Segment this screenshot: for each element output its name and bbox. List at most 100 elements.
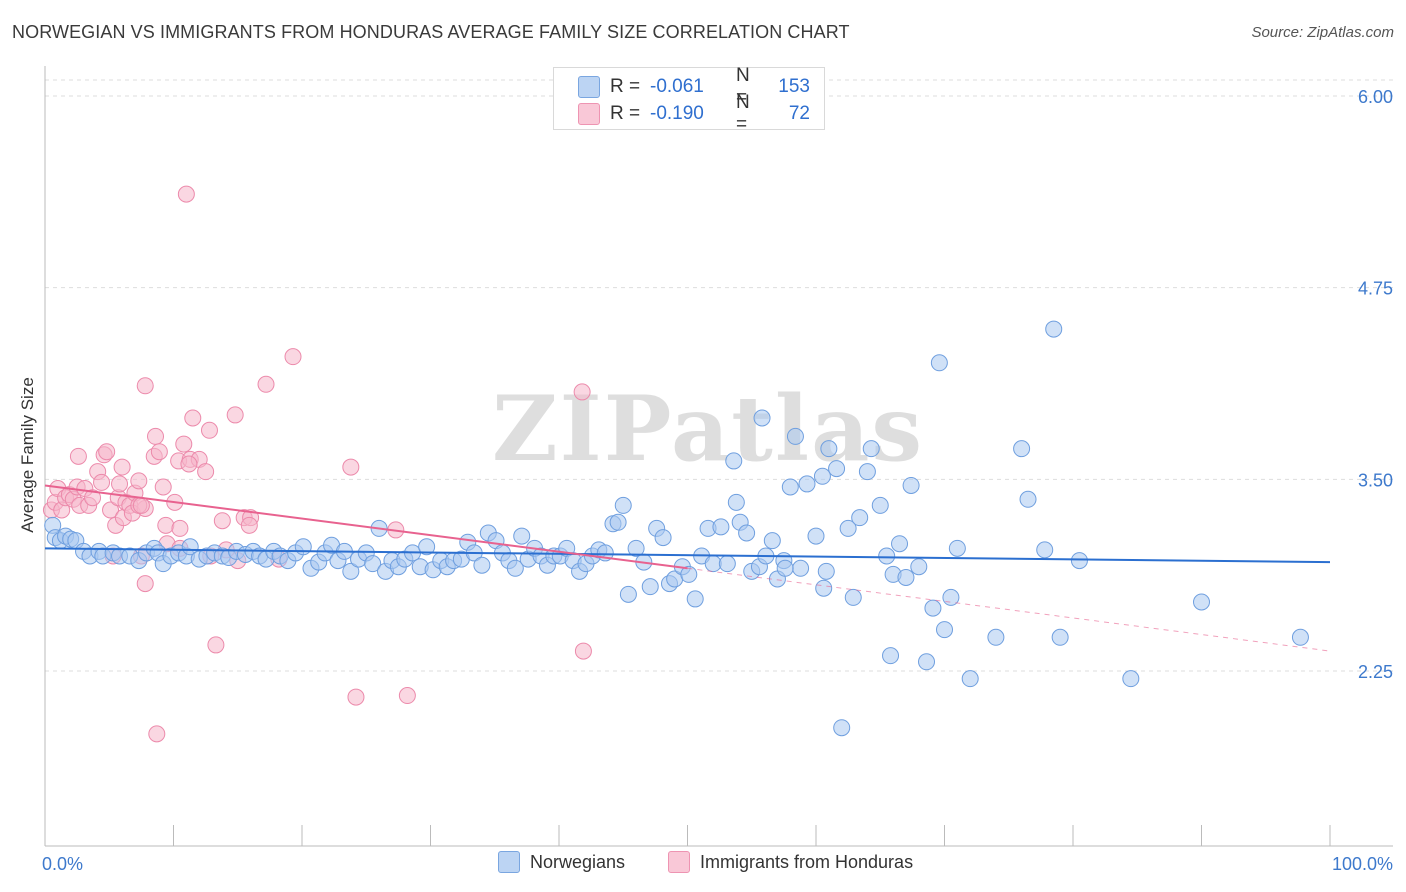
norwegian-point	[878, 547, 896, 565]
honduras-point	[573, 383, 591, 401]
norwegian-point	[792, 559, 810, 577]
legend-item-norwegians[interactable]: Norwegians	[498, 851, 625, 873]
honduras-point	[171, 519, 189, 537]
norwegian-point	[781, 478, 799, 496]
honduras-point	[342, 458, 360, 476]
honduras-point	[93, 473, 111, 491]
norwegian-point	[871, 496, 889, 514]
norwegian-point	[1019, 490, 1037, 508]
honduras-point	[240, 516, 258, 534]
norwegian-point	[364, 555, 382, 573]
norwegian-point	[294, 538, 312, 556]
norwegian-point	[786, 427, 804, 445]
norwegian-point	[858, 463, 876, 481]
legend-n-value: 72	[788, 103, 810, 124]
honduras-point	[574, 642, 592, 660]
honduras-point	[98, 443, 116, 461]
honduras-point	[130, 472, 148, 490]
legend-item-honduras[interactable]: Immigrants from Honduras	[668, 851, 913, 873]
honduras-point	[284, 348, 302, 366]
norwegian-point	[686, 590, 704, 608]
honduras-point	[213, 512, 231, 530]
legend-row-norwegians: R = -0.061 N = 153	[554, 65, 824, 108]
norwegian-point	[753, 409, 771, 427]
honduras-point	[136, 377, 154, 395]
norwegian-point	[1051, 628, 1069, 646]
norwegian-point	[712, 518, 730, 536]
honduras-point	[148, 725, 166, 743]
norwegian-point	[807, 527, 825, 545]
honduras-point	[175, 435, 193, 453]
legend-swatch-pink	[668, 851, 690, 873]
honduras-point	[184, 409, 202, 427]
norwegian-point	[910, 558, 928, 576]
norwegian-point	[776, 559, 794, 577]
legend-r-label: R =	[610, 76, 641, 97]
y-tick-label: 6.00	[1358, 87, 1393, 107]
chart-title: NORWEGIAN VS IMMIGRANTS FROM HONDURAS AV…	[12, 22, 850, 42]
series-legend: Norwegians Immigrants from Honduras	[0, 851, 1406, 879]
honduras-point	[257, 375, 275, 393]
norwegian-point	[473, 556, 491, 574]
norwegian-point	[851, 509, 869, 527]
x-tick-label-max: 100.0%	[1332, 854, 1393, 874]
honduras-point	[102, 501, 120, 519]
norwegian-point	[1291, 628, 1309, 646]
x-tick-label-min: 0.0%	[42, 854, 83, 874]
norwegian-point	[614, 496, 632, 514]
honduras-point	[111, 475, 129, 493]
honduras-point	[207, 636, 225, 654]
norwegian-point	[725, 452, 743, 470]
source-label: Source: ZipAtlas.com	[1251, 24, 1394, 41]
y-tick-label: 3.50	[1358, 470, 1393, 490]
norwegian-point	[727, 493, 745, 511]
honduras-point	[200, 421, 218, 439]
norwegian-point	[1193, 593, 1210, 611]
norwegian-point	[820, 440, 838, 458]
norwegian-point	[1070, 552, 1088, 570]
norwegian-point	[833, 719, 851, 737]
legend-n-label: N =	[736, 92, 750, 135]
legend-label-norwegians: Norwegians	[530, 851, 626, 872]
correlation-legend: R = -0.061 N = 153 R = -0.190 N = 72	[553, 65, 825, 135]
norwegian-point	[936, 621, 953, 639]
norwegian-point	[897, 568, 915, 586]
norwegian-point	[815, 579, 833, 597]
norwegian-point	[680, 565, 698, 583]
norwegian-point	[948, 539, 966, 557]
honduras-point	[136, 575, 154, 593]
norwegian-point	[839, 519, 857, 537]
honduras-point	[132, 496, 150, 514]
norwegian-point	[763, 532, 781, 550]
honduras-point	[147, 427, 165, 445]
norwegian-point	[704, 555, 722, 573]
norwegian-point	[918, 653, 936, 671]
norwegian-trend-line	[44, 547, 1331, 564]
norwegian-point	[627, 539, 645, 557]
norwegian-point	[418, 538, 436, 556]
norwegian-point	[817, 562, 835, 580]
norwegian-point	[924, 599, 942, 617]
norwegian-point	[798, 475, 816, 493]
y-tick-label: 4.75	[1358, 279, 1393, 299]
norwegian-point	[862, 440, 880, 458]
norwegian-point	[513, 527, 531, 545]
y-tick-label: 2.25	[1358, 662, 1393, 682]
norwegian-point	[1036, 541, 1054, 559]
honduras-point	[347, 688, 365, 706]
honduras-point	[197, 463, 215, 481]
legend-row-honduras: R = -0.190 N = 72	[554, 92, 824, 135]
legend-label-honduras: Immigrants from Honduras	[700, 851, 914, 872]
norwegian-point	[813, 467, 831, 485]
honduras-point	[226, 406, 244, 424]
norwegian-point	[1122, 670, 1140, 688]
norwegian-point	[987, 628, 1005, 646]
norwegian-point	[506, 559, 524, 577]
norwegian-point	[1045, 320, 1063, 338]
norwegian-point	[718, 555, 736, 573]
honduras-point	[180, 455, 198, 473]
legend-n-label: N =	[736, 65, 750, 108]
watermark: ZIPatlas	[492, 376, 924, 482]
tick-labels: 2.25 3.50 4.75 6.00 0.0% 100.0%	[42, 87, 1393, 874]
